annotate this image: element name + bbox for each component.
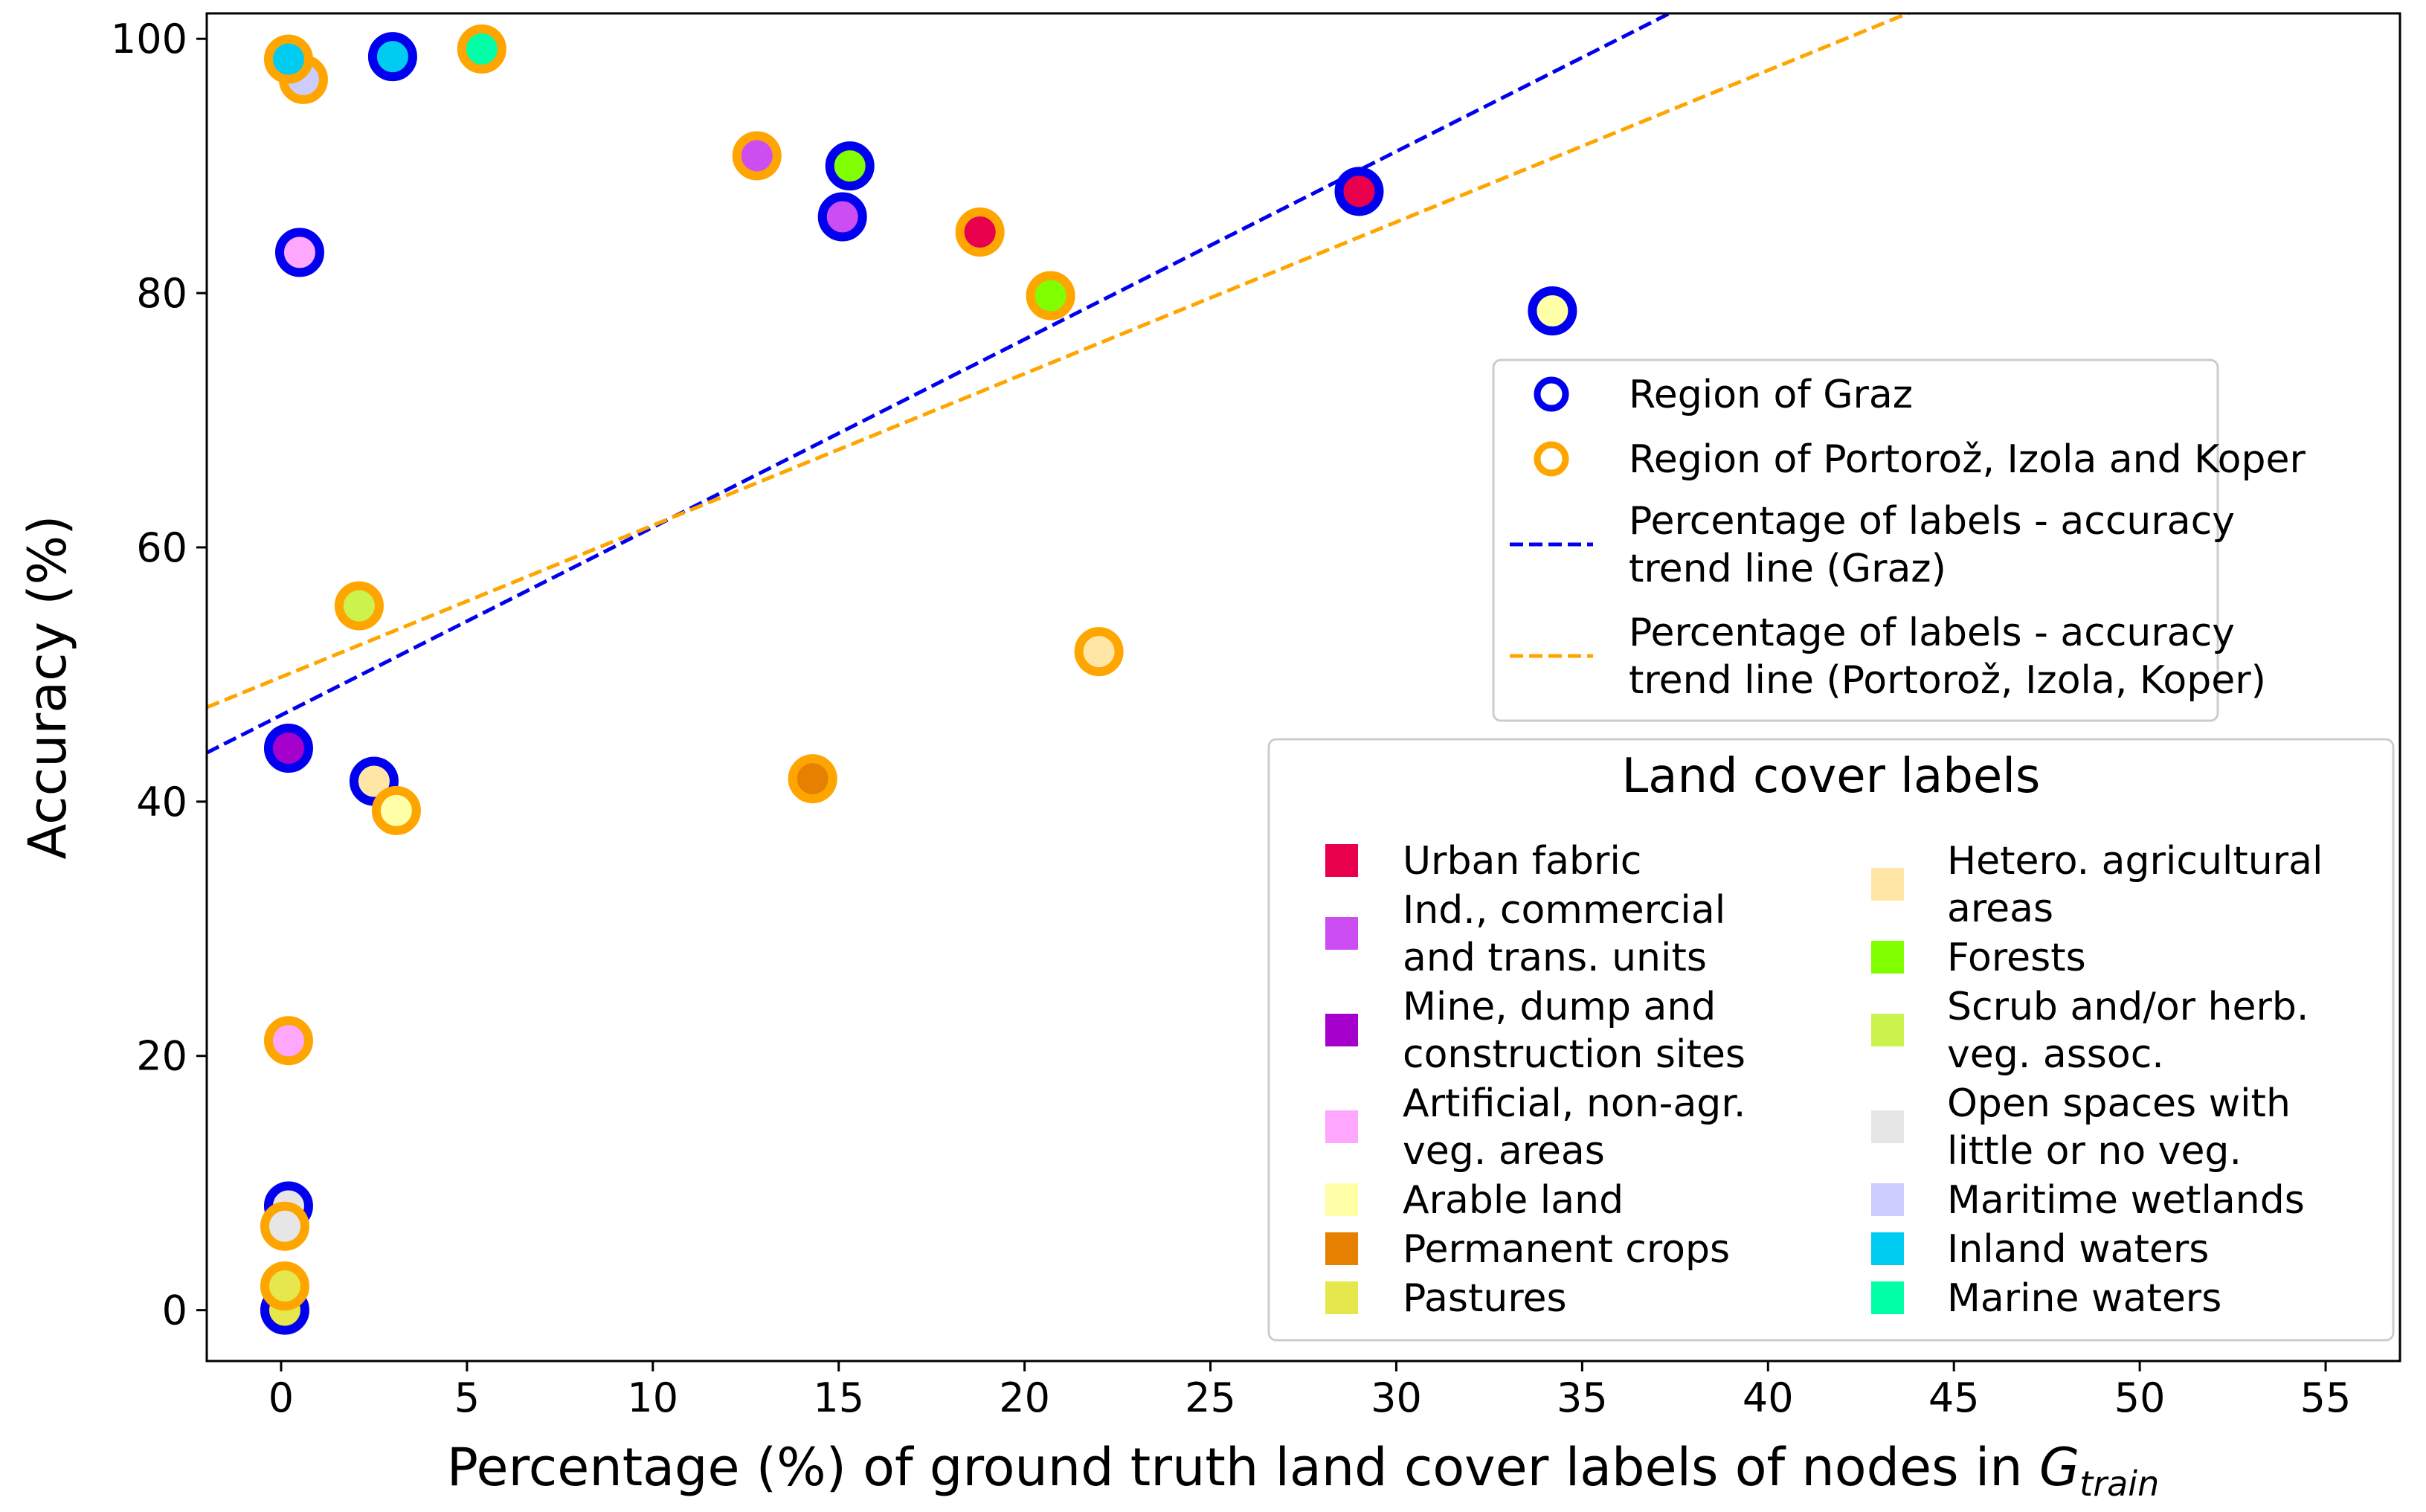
- x-tick-label: 10: [627, 1374, 678, 1421]
- legend-label-text: and trans. units: [1403, 936, 1707, 980]
- x-tick-label: 0: [268, 1374, 294, 1421]
- legend-label-text: Pastures: [1403, 1276, 1567, 1321]
- legend-swatch-permanent: [1325, 1232, 1358, 1265]
- legend-label-text: veg. assoc.: [1947, 1032, 2164, 1077]
- trend-lines: [207, 13, 1913, 755]
- point-pik-forests: [1026, 271, 1075, 321]
- legend-label-text: construction sites: [1403, 1032, 1746, 1077]
- legend-swatch-marine: [1871, 1281, 1904, 1314]
- point-graz-artificial: [274, 228, 324, 277]
- point-graz-arable: [1528, 286, 1577, 336]
- data-points: [260, 24, 1577, 1335]
- point-pik-inland: [263, 34, 313, 84]
- point-pik-pastures: [260, 1261, 309, 1311]
- y-axis-title: Accuracy (%): [17, 515, 78, 860]
- legend-label-text: Artificial, non-agr.: [1403, 1081, 1746, 1126]
- point-pik-urban: [955, 208, 1005, 257]
- legend-entry-label: Region of Portorož, Izola and Koper: [1629, 437, 2306, 482]
- point-pik-arable: [371, 785, 421, 835]
- legend-swatch-hetero: [1871, 868, 1904, 901]
- legend-label-text: Mine, dump and: [1403, 985, 1716, 1029]
- point-graz-mine: [263, 724, 313, 773]
- legend-swatch-wetlands: [1871, 1183, 1904, 1216]
- point-graz-inland: [367, 32, 417, 82]
- legend-label-text: Maritime wetlands: [1947, 1178, 2305, 1223]
- legend-marker-pik: [1534, 441, 1569, 477]
- y-tick-label: 100: [111, 16, 187, 62]
- x-tick-label: 35: [1557, 1374, 1608, 1421]
- point-pik-industrial: [732, 131, 782, 181]
- region-legend: Region of Graz Region of Portorož, Izola …: [1492, 358, 2306, 722]
- legend-swatch-arable: [1325, 1183, 1358, 1216]
- legend-label-text: Open spaces with: [1947, 1081, 2291, 1126]
- trend-line-graz: [207, 13, 1674, 755]
- point-pik-permanent: [788, 754, 837, 804]
- legend-label-text: Hetero. agricultural: [1947, 839, 2323, 884]
- x-tick-label: 55: [2300, 1374, 2352, 1421]
- legend-swatch-inland: [1871, 1232, 1904, 1265]
- x-tick-label: 5: [454, 1374, 480, 1421]
- x-tick-label: 40: [1743, 1374, 1794, 1421]
- point-graz-industrial: [817, 192, 867, 242]
- x-tick-label: 25: [1185, 1374, 1236, 1421]
- x-tick-label: 15: [813, 1374, 864, 1421]
- legend-entry-label: trend line (Graz): [1629, 547, 1946, 591]
- x-tick-label: 45: [1928, 1374, 1980, 1421]
- y-tick-label: 20: [136, 1033, 187, 1080]
- legend-swatch-industrial: [1325, 917, 1358, 950]
- legend-entry-label: Region of Graz: [1629, 373, 1913, 417]
- x-tick-label: 20: [999, 1374, 1050, 1421]
- x-axis: 0 5 10 15 20 25 30 35 40 45 50 55: [268, 1361, 2352, 1421]
- legend-swatch-open: [1871, 1110, 1904, 1143]
- legend-label-text: little or no veg.: [1947, 1129, 2242, 1174]
- legend-entry-label: Percentage of labels - accuracy: [1629, 611, 2235, 655]
- legend-label-text: Urban fabric: [1403, 839, 1641, 884]
- x-axis-title: Percentage (%) of ground truth land cove…: [447, 1437, 2159, 1504]
- point-graz-urban: [1334, 167, 1384, 216]
- legend-label-text: areas: [1947, 887, 2053, 931]
- legend-label-text: Inland waters: [1947, 1227, 2209, 1272]
- legend-swatch-mine: [1325, 1014, 1358, 1046]
- y-tick-label: 0: [162, 1287, 187, 1334]
- legend-label-text: Permanent crops: [1403, 1227, 1730, 1272]
- legend-label-text: Arable land: [1403, 1178, 1624, 1223]
- point-pik-open: [260, 1201, 309, 1251]
- y-tick-label: 40: [136, 779, 187, 826]
- point-pik-scrub: [334, 581, 384, 631]
- trend-line-pik: [207, 13, 1913, 710]
- land-cover-legend-frame: [1267, 738, 2395, 1342]
- legend-swatch-scrub: [1871, 1014, 1904, 1046]
- x-tick-label: 30: [1371, 1374, 1422, 1421]
- legend-label-text: Scrub and/or herb.: [1947, 985, 2308, 1029]
- land-cover-legend-title: Land cover labels: [1622, 749, 2041, 804]
- legend-marker-graz: [1534, 376, 1569, 412]
- plot-frame: [205, 12, 2401, 1363]
- legend-swatch-urban: [1325, 844, 1358, 877]
- x-tick-label: 50: [2114, 1374, 2166, 1421]
- legend-label-text: Marine waters: [1947, 1276, 2221, 1321]
- legend-label-text: Ind., commercial: [1403, 888, 1725, 933]
- y-tick-label: 80: [136, 270, 187, 317]
- point-pik-marine: [457, 24, 506, 74]
- legend-swatch-artificial: [1325, 1110, 1358, 1143]
- y-tick-label: 60: [136, 524, 187, 571]
- point-graz-forests: [825, 141, 875, 191]
- y-axis: 0 20 40 60 80 100: [111, 16, 207, 1334]
- legend-entry-label: trend line (Portorož, Izola, Koper): [1629, 658, 2266, 703]
- point-pik-artificial: [263, 1016, 313, 1066]
- legend-label-text: Forests: [1947, 936, 2086, 980]
- legend-label-text: veg. areas: [1403, 1129, 1605, 1174]
- region-legend-frame: [1492, 358, 2219, 722]
- legend-swatch-pastures: [1325, 1281, 1358, 1314]
- legend-swatch-forests: [1871, 941, 1904, 974]
- point-pik-hetero: [1074, 627, 1124, 677]
- legend-entry-label: Percentage of labels - accuracy: [1629, 499, 2235, 544]
